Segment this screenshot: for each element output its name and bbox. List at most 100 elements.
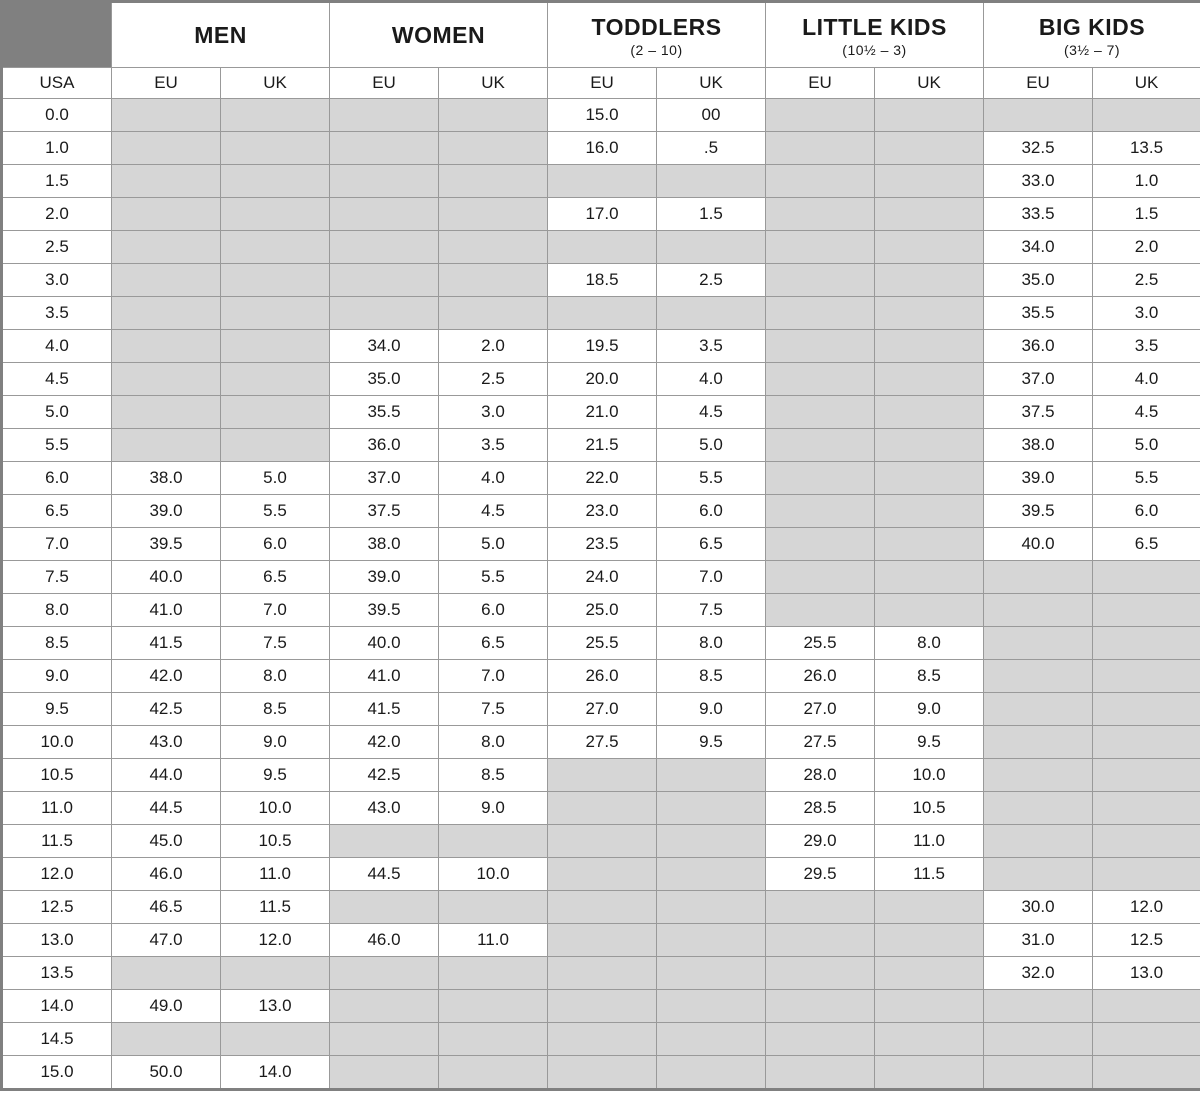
data-cell: [330, 825, 439, 858]
data-cell: 35.5: [330, 396, 439, 429]
data-cell: 3.5: [1093, 330, 1200, 363]
group-header: BIG KIDS(3½ – 7): [984, 2, 1200, 68]
data-cell: 9.0: [439, 792, 548, 825]
data-cell: 16.0: [548, 132, 657, 165]
sub-column-header: UK: [1093, 68, 1200, 99]
data-cell: [984, 1023, 1093, 1056]
data-cell: [548, 858, 657, 891]
data-cell: 42.0: [330, 726, 439, 759]
table-row: 8.041.07.039.56.025.07.5: [2, 594, 1200, 627]
table-body: 0.015.0001.016.0.532.513.51.533.01.02.01…: [2, 99, 1200, 1090]
data-cell: [112, 264, 221, 297]
data-cell: [548, 825, 657, 858]
data-cell: [875, 561, 984, 594]
data-cell: [657, 1023, 766, 1056]
data-cell: [875, 99, 984, 132]
data-cell: [875, 594, 984, 627]
table-row: 10.544.09.542.58.528.010.0: [2, 759, 1200, 792]
data-cell: [439, 825, 548, 858]
sub-column-header: EU: [112, 68, 221, 99]
data-cell: [1093, 99, 1200, 132]
usa-cell: 14.5: [2, 1023, 112, 1056]
table-row: 14.049.013.0: [2, 990, 1200, 1023]
data-cell: 41.0: [112, 594, 221, 627]
data-cell: 9.0: [221, 726, 330, 759]
data-cell: 4.5: [439, 495, 548, 528]
data-cell: [221, 429, 330, 462]
data-cell: [330, 297, 439, 330]
table-row: 12.546.511.530.012.0: [2, 891, 1200, 924]
data-cell: 34.0: [984, 231, 1093, 264]
data-cell: [766, 561, 875, 594]
data-cell: 38.0: [112, 462, 221, 495]
data-cell: [439, 264, 548, 297]
sub-column-header: UK: [221, 68, 330, 99]
data-cell: [439, 891, 548, 924]
data-cell: [112, 231, 221, 264]
data-cell: 44.5: [112, 792, 221, 825]
data-cell: [112, 363, 221, 396]
data-cell: [766, 957, 875, 990]
data-cell: [657, 1056, 766, 1090]
data-cell: 39.0: [984, 462, 1093, 495]
data-cell: 2.0: [1093, 231, 1200, 264]
usa-cell: 12.5: [2, 891, 112, 924]
data-cell: [330, 990, 439, 1023]
data-cell: [221, 264, 330, 297]
data-cell: [984, 726, 1093, 759]
group-header-label: BIG KIDS: [1039, 14, 1145, 40]
data-cell: [766, 924, 875, 957]
data-cell: 42.5: [112, 693, 221, 726]
data-cell: 40.0: [984, 528, 1093, 561]
data-cell: 3.0: [1093, 297, 1200, 330]
data-cell: 44.0: [112, 759, 221, 792]
data-cell: [439, 165, 548, 198]
data-cell: [875, 891, 984, 924]
data-cell: [439, 198, 548, 231]
group-header-label: MEN: [194, 22, 247, 48]
data-cell: 11.5: [221, 891, 330, 924]
data-cell: 12.0: [221, 924, 330, 957]
usa-cell: 9.5: [2, 693, 112, 726]
data-cell: 6.0: [1093, 495, 1200, 528]
data-cell: 13.5: [1093, 132, 1200, 165]
group-header: LITTLE KIDS (10½ – 3): [766, 2, 984, 68]
group-header-label: LITTLE KIDS: [802, 14, 947, 40]
data-cell: 39.5: [330, 594, 439, 627]
group-header-sublabel: (10½ – 3): [766, 43, 983, 57]
data-cell: 23.0: [548, 495, 657, 528]
data-cell: 1.5: [1093, 198, 1200, 231]
usa-cell: 13.5: [2, 957, 112, 990]
data-cell: [766, 231, 875, 264]
data-cell: 21.0: [548, 396, 657, 429]
data-cell: [112, 99, 221, 132]
data-cell: 36.0: [984, 330, 1093, 363]
group-header-sublabel: (2 – 10): [548, 43, 765, 57]
data-cell: [984, 693, 1093, 726]
data-cell: 8.0: [439, 726, 548, 759]
data-cell: [221, 330, 330, 363]
data-cell: [112, 297, 221, 330]
data-cell: 29.5: [766, 858, 875, 891]
data-cell: [875, 363, 984, 396]
data-cell: [657, 990, 766, 1023]
usa-cell: 3.5: [2, 297, 112, 330]
data-cell: [221, 231, 330, 264]
data-cell: [875, 396, 984, 429]
table-row: 2.017.01.533.51.5: [2, 198, 1200, 231]
data-cell: [766, 363, 875, 396]
data-cell: 8.0: [657, 627, 766, 660]
data-cell: 29.0: [766, 825, 875, 858]
data-cell: 5.5: [221, 495, 330, 528]
data-cell: 10.5: [221, 825, 330, 858]
data-cell: 38.0: [330, 528, 439, 561]
table-row: 9.542.58.541.57.527.09.027.09.0: [2, 693, 1200, 726]
usa-cell: 11.0: [2, 792, 112, 825]
data-cell: 43.0: [330, 792, 439, 825]
data-cell: 6.0: [657, 495, 766, 528]
data-cell: [330, 891, 439, 924]
data-cell: [330, 132, 439, 165]
data-cell: 1.0: [1093, 165, 1200, 198]
data-cell: [984, 990, 1093, 1023]
data-cell: [766, 495, 875, 528]
